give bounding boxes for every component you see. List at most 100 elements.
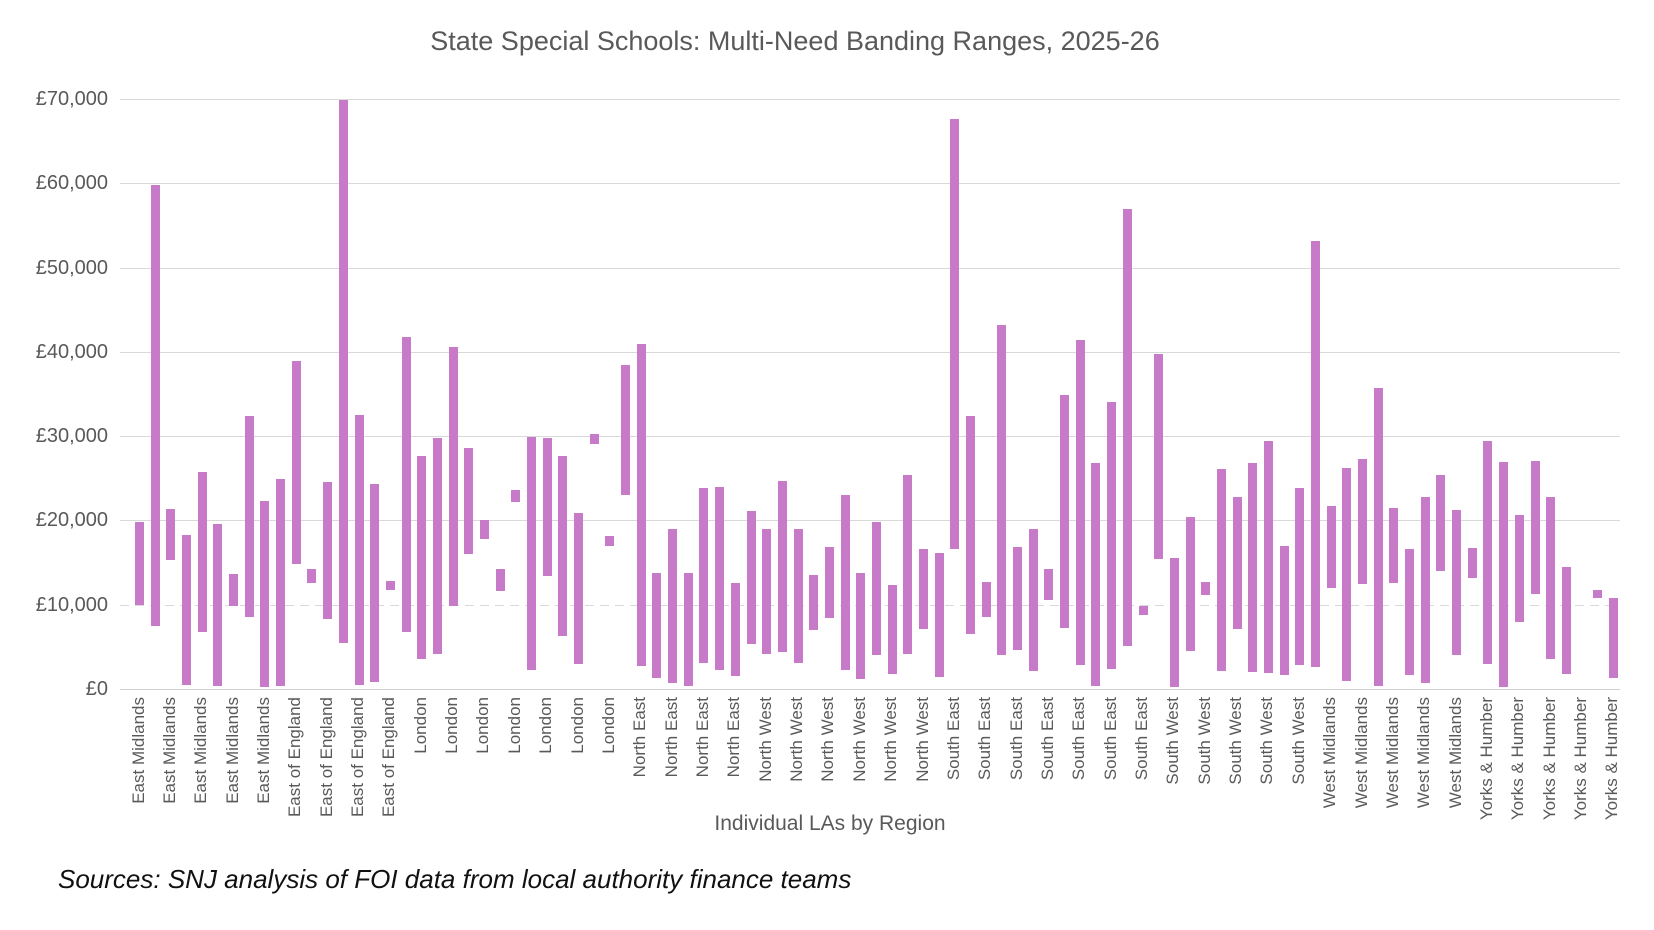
range-bar (1514, 515, 1524, 622)
chart-title: State Special Schools: Multi-Need Bandin… (430, 26, 1160, 56)
range-bar (636, 344, 646, 667)
range-bar (432, 437, 442, 654)
gridline-40000 (120, 352, 1620, 353)
range-bar (495, 568, 505, 592)
x-tick-label: London (442, 697, 462, 754)
y-tick-label: £30,000 (35, 425, 108, 447)
range-bar (307, 569, 317, 583)
gridline-20000 (120, 520, 1620, 521)
range-bar (1593, 590, 1603, 598)
range-bar (997, 324, 1007, 656)
x-tick-label: North West (881, 697, 901, 782)
x-tick-label: London (473, 697, 493, 754)
range-bar (1263, 441, 1273, 673)
x-tick-label: West Midlands (1351, 697, 1371, 809)
gridline-60000 (120, 183, 1620, 184)
range-bar (934, 553, 944, 678)
range-bar (182, 534, 192, 685)
range-bar (746, 511, 756, 645)
x-tick-label: East Midlands (159, 697, 179, 804)
x-tick-label: London (410, 697, 430, 754)
source-note: Sources: SNJ analysis of FOI data from l… (58, 864, 852, 894)
range-bar (1060, 394, 1070, 629)
x-tick-label: East Midlands (222, 697, 242, 804)
range-bar (871, 522, 881, 656)
x-tick-label: London (598, 697, 618, 754)
x-tick-label: East of England (379, 697, 399, 818)
range-bar (448, 346, 458, 606)
range-bar (574, 512, 584, 665)
range-bar (479, 520, 489, 539)
x-tick-label: South East (1132, 697, 1152, 781)
x-tick-label: South West (1288, 697, 1308, 785)
range-bar (1342, 468, 1352, 682)
x-tick-label: South East (1037, 697, 1057, 781)
range-bar (1420, 496, 1430, 684)
x-tick-label: East Midlands (128, 697, 148, 804)
range-bar (401, 336, 411, 633)
x-axis-line (120, 689, 1620, 690)
range-bar (1436, 474, 1446, 571)
range-bar (966, 415, 976, 635)
range-bar (950, 119, 960, 550)
x-tick-label: East of England (285, 697, 305, 818)
range-bar (856, 572, 866, 679)
range-bar (1608, 598, 1618, 679)
x-tick-label: North East (630, 697, 650, 778)
x-axis-title: Individual LAs by Region (714, 812, 946, 835)
range-bar (1311, 240, 1320, 668)
range-bar (1530, 460, 1540, 594)
x-tick-label: North West (755, 697, 775, 782)
x-tick-label: South West (1194, 697, 1214, 785)
x-tick-label: South East (1069, 697, 1089, 781)
range-bar (1075, 340, 1085, 666)
x-tick-label: South West (1226, 697, 1246, 785)
x-tick-label: South East (1100, 697, 1120, 781)
range-bar (1091, 463, 1101, 687)
x-tick-label: North West (849, 697, 869, 782)
x-tick-label: Yorks & Humber (1571, 697, 1591, 821)
x-tick-label: North West (818, 697, 838, 782)
range-bar (1216, 469, 1226, 672)
range-bar (981, 582, 991, 618)
range-bar (1154, 353, 1164, 560)
x-tick-label: East Midlands (191, 697, 211, 804)
y-tick-label: £50,000 (35, 257, 108, 279)
range-bar (1546, 496, 1556, 660)
range-bar (699, 487, 709, 663)
range-bar (605, 536, 615, 547)
range-bar (1483, 441, 1493, 664)
x-tick-label: West Midlands (1414, 697, 1434, 809)
x-tick-label: East Midlands (253, 697, 273, 804)
range-bar (1405, 549, 1415, 675)
range-bar (1169, 558, 1179, 688)
range-bar (762, 528, 772, 654)
y-tick-label: £0 (85, 678, 108, 700)
range-bar (260, 501, 270, 688)
range-bar (542, 437, 552, 576)
range-bar (197, 471, 207, 632)
range-bar (276, 479, 286, 687)
y-tick-label: £10,000 (35, 594, 108, 616)
range-bar (1232, 496, 1242, 630)
y-tick-label: £70,000 (35, 88, 108, 110)
range-bar (385, 581, 395, 591)
range-bar (809, 575, 819, 630)
range-bar (1279, 545, 1289, 676)
range-bar (840, 495, 850, 670)
range-bar (511, 490, 521, 502)
x-tick-label: Yorks & Humber (1539, 697, 1559, 821)
gridline-10000 (120, 605, 1620, 606)
y-tick-label: £40,000 (35, 341, 108, 363)
x-tick-label: London (504, 697, 524, 754)
range-bar (1358, 458, 1368, 585)
range-bar (1452, 509, 1462, 655)
range-bar (1248, 463, 1258, 673)
range-bar (338, 99, 348, 643)
x-tick-label: South East (1006, 697, 1026, 781)
range-bar (370, 484, 380, 683)
range-bar (1013, 546, 1023, 651)
x-tick-label: South East (975, 697, 995, 781)
range-bar (354, 415, 364, 685)
